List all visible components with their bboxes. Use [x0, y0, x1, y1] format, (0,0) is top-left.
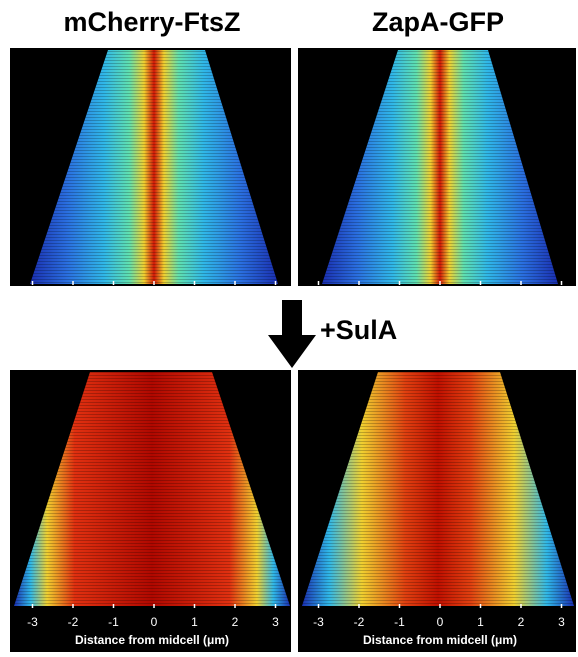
axis-label: Distance from midcell (μm): [363, 633, 517, 647]
panel-title: ZapA-GFP: [372, 7, 504, 37]
tick-label: -1: [108, 615, 119, 629]
tick-label: 2: [518, 615, 525, 629]
tick-label: 3: [272, 615, 279, 629]
tick-label: 2: [232, 615, 239, 629]
tick-label: -3: [313, 615, 324, 629]
tick-label: 1: [191, 615, 198, 629]
panel-title: mCherry-FtsZ: [63, 7, 240, 37]
tick-label: 0: [437, 615, 444, 629]
arrow: [268, 300, 316, 368]
tick-label: -2: [68, 615, 79, 629]
axis-label: Distance from midcell (μm): [75, 633, 229, 647]
tick-label: -2: [354, 615, 365, 629]
treatment-label: +SulA: [320, 315, 397, 345]
tick-label: 1: [477, 615, 484, 629]
tick-label: -3: [27, 615, 38, 629]
tick-label: -1: [394, 615, 405, 629]
figure: mCherry-FtsZ ZapA-GFP +SulA Distance fro…: [0, 0, 578, 652]
tick-label: 3: [558, 615, 565, 629]
tick-label: 0: [151, 615, 158, 629]
